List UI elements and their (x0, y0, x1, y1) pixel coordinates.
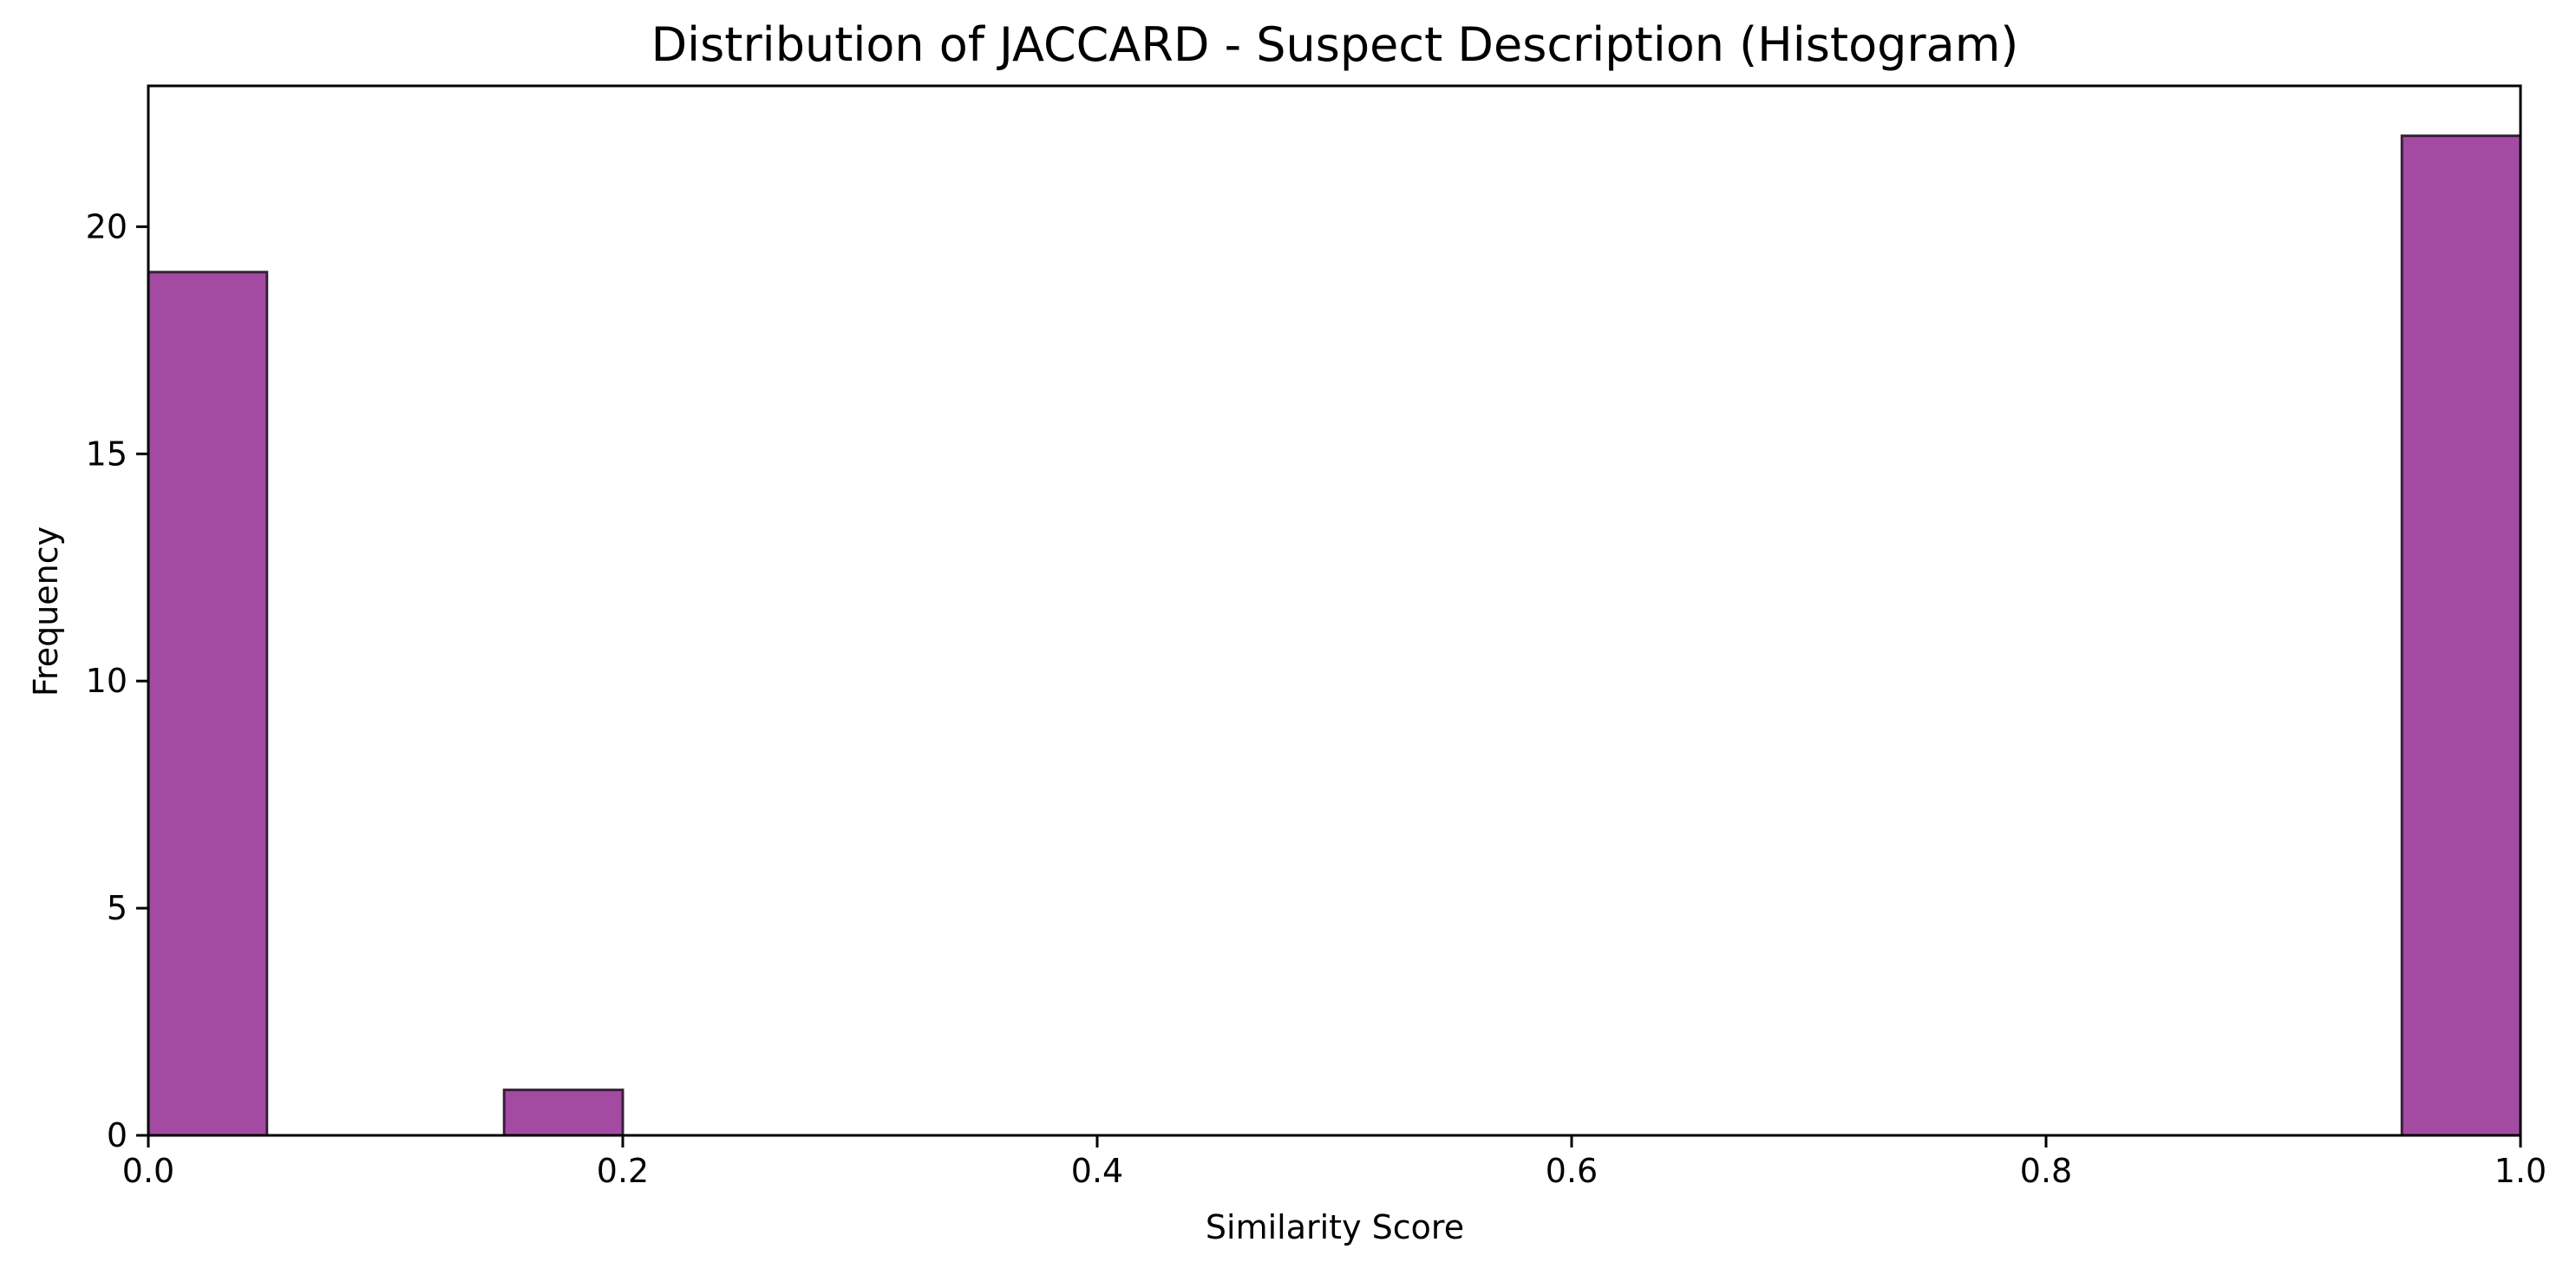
y-tick-label: 10 (86, 662, 127, 700)
x-tick-label: 0.2 (597, 1152, 649, 1190)
y-tick-label: 15 (86, 435, 127, 473)
y-ticks: 0 5 10 15 20 (86, 207, 148, 1154)
y-axis-label: Frequency (27, 526, 65, 696)
histogram-bar-0 (147, 271, 269, 1137)
y-tick-label: 0 (107, 1116, 127, 1154)
histogram-bar-1 (502, 1089, 624, 1137)
x-tick-label: 0.0 (122, 1152, 174, 1190)
histogram-bar-2 (2400, 134, 2522, 1137)
x-tick-label: 1.0 (2494, 1152, 2547, 1190)
x-tick-label: 0.6 (1546, 1152, 1598, 1190)
x-tick-label: 0.8 (2020, 1152, 2072, 1190)
plot-frame (147, 84, 2522, 1137)
x-ticks: 0.0 0.2 0.4 0.6 0.8 1.0 (122, 1135, 2547, 1190)
x-axis-label: Similarity Score (1206, 1208, 1464, 1246)
x-tick-label: 0.4 (1071, 1152, 1123, 1190)
chart-title: Distribution of JACCARD - Suspect Descri… (651, 17, 2019, 72)
bars-group (147, 134, 2522, 1137)
y-tick-label: 20 (86, 207, 127, 245)
y-tick-label: 5 (107, 889, 127, 927)
